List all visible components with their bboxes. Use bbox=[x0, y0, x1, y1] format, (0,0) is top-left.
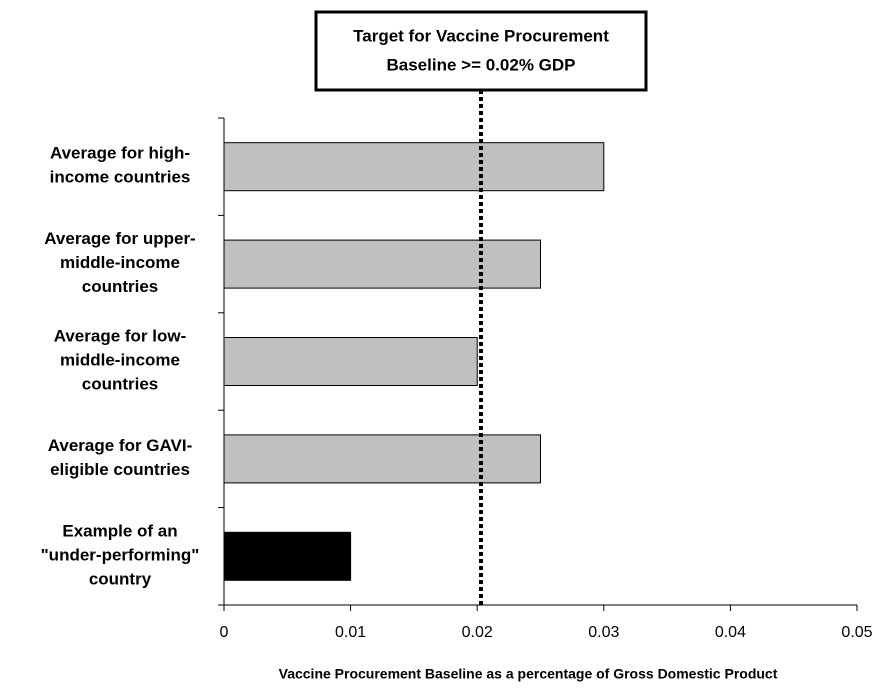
x-tick-label: 0 bbox=[220, 624, 229, 641]
annotation-text: Target for Vaccine Procurement bbox=[353, 26, 609, 45]
bar bbox=[223, 434, 541, 484]
x-axis-label: Vaccine Procurement Baseline as a percen… bbox=[279, 666, 778, 682]
bar bbox=[223, 239, 541, 289]
y-tick-label: Average for high-income countries bbox=[50, 144, 191, 187]
x-tick-label: 0.03 bbox=[588, 624, 619, 641]
y-tick-label: Average for GAVI-eligible countries bbox=[48, 436, 193, 479]
y-tick-label: Average for low-middle-income countries bbox=[54, 327, 187, 394]
y-tick-label: Example of an "under-performing" country bbox=[41, 522, 200, 589]
x-tick-label: 0.02 bbox=[462, 624, 493, 641]
x-tick-label: 0.01 bbox=[335, 624, 366, 641]
annotation-text: Baseline >= 0.02% GDP bbox=[387, 55, 576, 74]
annotation-box bbox=[314, 10, 648, 92]
bar bbox=[223, 337, 478, 386]
x-tick-label: 0.04 bbox=[715, 624, 746, 641]
x-tick-label: 0.05 bbox=[841, 624, 872, 641]
y-tick-label: Average for upper-middle-income countries bbox=[44, 230, 195, 297]
bar bbox=[223, 531, 352, 581]
bar bbox=[223, 142, 605, 192]
